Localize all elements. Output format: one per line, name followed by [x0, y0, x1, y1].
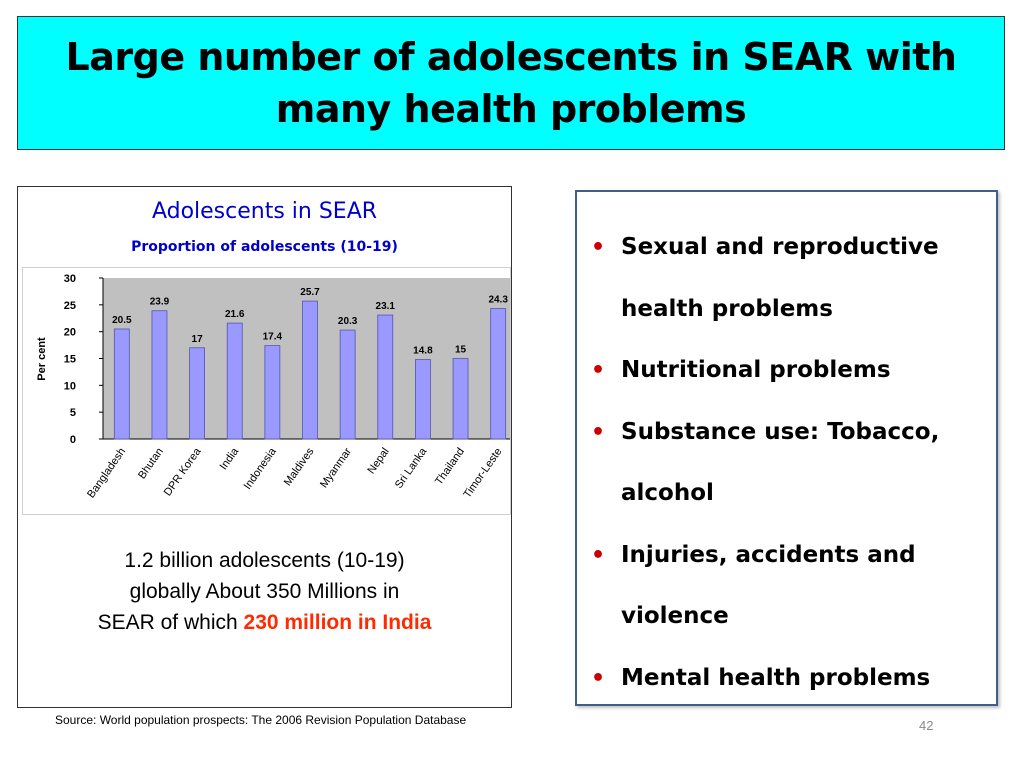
x-tick-label: Indonesia — [242, 445, 280, 492]
data-label: 25.7 — [300, 287, 320, 298]
chart-subtitle: Proportion of adolescents (10-19) — [131, 239, 398, 255]
data-label: 21.6 — [225, 309, 245, 320]
y-tick-label: 0 — [70, 434, 76, 446]
bullet-text: Substance use: Tobacco, alcohol — [621, 418, 940, 507]
bar — [113, 328, 130, 440]
data-label: 14.8 — [413, 346, 433, 357]
bullet-item: • Substance use: Tobacco, alcohol — [591, 402, 986, 525]
y-tick-label: 20 — [64, 327, 76, 339]
bar — [151, 310, 168, 440]
bullet-dot-icon: • — [591, 235, 606, 260]
bar — [452, 358, 469, 440]
bullet-list: • Sexual and reproductive health problems… — [591, 217, 986, 709]
x-tick-label: Bhutan — [136, 446, 166, 481]
data-label: 15 — [455, 345, 467, 356]
bullet-text: Nutritional problems — [621, 357, 891, 383]
bullet-item: • Injuries, accidents and violence — [591, 525, 986, 648]
bullet-dot-icon: • — [591, 358, 606, 383]
x-tick-label: Bangladesh — [85, 446, 128, 500]
bar — [189, 347, 205, 440]
summary-line2: globally About 350 Millions in — [129, 580, 400, 603]
slide-title-line1: Large number of adolescents in SEAR with — [65, 35, 957, 79]
data-label: 24.3 — [488, 295, 508, 306]
bar-chart: 0 5 10 15 20 25 30 Per cent 20.5 Bangladesh 23.9 Bh… — [36, 273, 510, 501]
x-tick-label: Timor-Leste — [461, 446, 504, 501]
summary-line1: 1.2 billion adolescents (10-19) — [124, 549, 405, 572]
bar — [339, 329, 356, 440]
slide-title: Large number of adolescents in SEAR with… — [66, 31, 957, 135]
bullet-item: • Sexual and reproductive health problems — [591, 217, 986, 340]
summary-text: 1.2 billion adolescents (10-19) globally… — [18, 545, 511, 638]
x-tick-label: Nepal — [365, 446, 391, 476]
summary-line3: SEAR of which — [97, 611, 238, 634]
y-tick-label: 5 — [70, 407, 76, 419]
bullet-text: Sexual and reproductive health problems — [621, 234, 939, 322]
x-tick-label: India — [218, 445, 242, 472]
data-label: 17.4 — [263, 332, 283, 343]
source-note: Source: World population prospects: The … — [55, 713, 467, 727]
y-tick-label: 15 — [64, 354, 76, 366]
slide-title-line2: many health problems — [275, 87, 747, 131]
bullet-text: Injuries, accidents and violence — [621, 541, 916, 630]
y-tick-label: 10 — [64, 380, 76, 392]
chart-panel: Adolescents in SEAR Proportion of adoles… — [17, 186, 512, 708]
y-tick-label: 30 — [64, 273, 76, 285]
summary-highlight: 230 million in India — [243, 611, 432, 634]
y-axis-label: Per cent — [36, 337, 48, 381]
bullet-item: • Mental health problems — [591, 648, 986, 710]
data-label: 20.3 — [338, 316, 358, 327]
bar — [264, 345, 281, 440]
bullet-dot-icon: • — [591, 542, 606, 568]
data-label: 23.1 — [376, 301, 396, 312]
x-tick-label: Sri Lanka — [393, 445, 430, 491]
bar — [415, 359, 431, 440]
bullet-dot-icon: • — [591, 665, 606, 691]
y-tick-label: 25 — [64, 300, 76, 312]
page-number: 42 — [919, 718, 934, 733]
x-tick-label: DPR Korea — [162, 445, 204, 498]
title-banner: Large number of adolescents in SEAR with… — [17, 16, 1005, 150]
x-tick-label: Myanmar — [318, 446, 354, 491]
bar — [302, 300, 318, 440]
chart-frame: 0 5 10 15 20 25 30 Per cent 20.5 Bangladesh 23.9 Bh… — [22, 267, 511, 515]
x-tick-label: Maldives — [282, 445, 317, 488]
bar — [226, 322, 243, 440]
bullet-item: • Nutritional problems — [591, 340, 986, 402]
bullet-dot-icon: • — [591, 419, 606, 445]
bar — [377, 314, 394, 440]
bar — [490, 308, 507, 440]
chart-title: Adolescents in SEAR — [151, 199, 378, 224]
x-tick-label: Thailand — [433, 446, 467, 487]
data-label: 17 — [192, 334, 204, 345]
bullet-text: Mental health problems — [621, 664, 931, 691]
bullet-panel: • Sexual and reproductive health problems… — [575, 190, 998, 706]
data-label: 23.9 — [150, 297, 170, 308]
data-label: 20.5 — [112, 315, 132, 326]
